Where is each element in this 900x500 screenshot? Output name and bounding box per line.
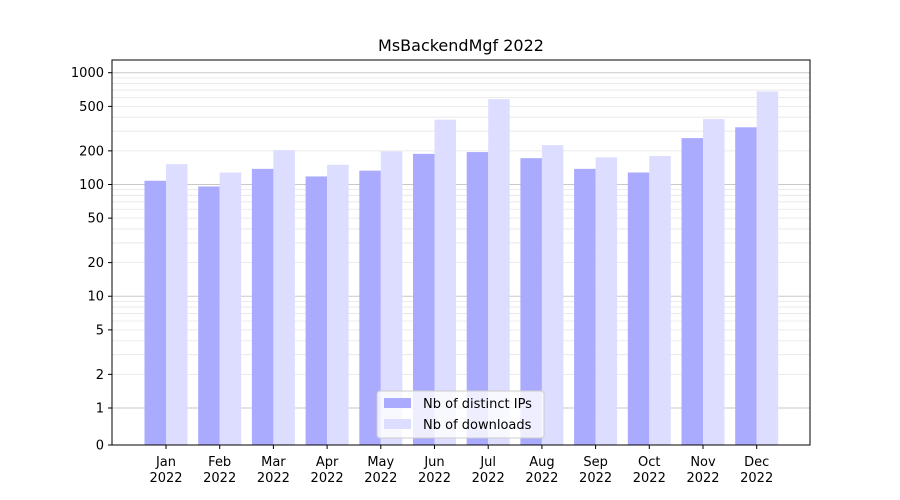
y-tick-label: 1000 [71, 66, 104, 81]
x-tick-label-month: Jun [423, 455, 444, 470]
y-axis: 0 1 2 5 10 20 50 100 200 500 1000 [71, 66, 112, 454]
x-tick-label-year: 2022 [203, 471, 236, 486]
bar-distinct-ips-aug [520, 158, 542, 446]
bar-downloads-may [380, 151, 403, 445]
x-tick-label-month: Feb [208, 455, 231, 470]
bar-downloads-mar [273, 150, 295, 445]
x-tick-label-year: 2022 [740, 471, 773, 486]
x-tick-label-month: Aug [529, 455, 554, 470]
legend-swatch-downloads [384, 419, 411, 429]
x-tick-label-month: May [367, 455, 394, 470]
bar-distinct-ips-mar [251, 168, 274, 446]
x-tick-label-year: 2022 [472, 471, 505, 486]
bar-downloads-nov [703, 119, 725, 445]
bar-downloads-oct [649, 155, 671, 445]
x-tick-label-month: Apr [316, 455, 339, 470]
legend: Nb of distinct IPs Nb of downloads [376, 390, 545, 439]
x-tick-label-year: 2022 [311, 471, 344, 486]
legend-label-downloads: Nb of downloads [423, 418, 532, 433]
y-tick-label: 2 [96, 368, 104, 383]
bar-distinct-ips-oct [627, 172, 650, 445]
x-tick-label-year: 2022 [686, 471, 719, 486]
bar-distinct-ips-feb [198, 186, 220, 446]
bar-downloads-jan [166, 164, 188, 446]
bar-downloads-jun [434, 119, 456, 445]
x-tick-label-year: 2022 [257, 471, 290, 486]
x-tick-label-month: Mar [261, 455, 286, 470]
x-tick-label-year: 2022 [579, 471, 612, 486]
y-tick-label: 10 [87, 290, 104, 305]
bar-distinct-ips-sep [574, 168, 596, 446]
x-tick-label-month: Jan [155, 455, 176, 470]
x-tick-label-month: Dec [744, 455, 769, 470]
x-tick-label-year: 2022 [364, 471, 397, 486]
bar-distinct-ips-may [359, 170, 381, 445]
x-tick-label-year: 2022 [633, 471, 666, 486]
bar-downloads-dec [756, 91, 779, 446]
x-tick-label-year: 2022 [525, 471, 558, 486]
x-tick-label-month: Sep [583, 455, 608, 470]
legend-swatch-distinct-ips [384, 398, 411, 408]
x-tick-label-month: Oct [638, 455, 660, 470]
plot-frame [111, 59, 811, 446]
y-tick-label: 100 [79, 178, 104, 193]
legend-label-distinct-ips: Nb of distinct IPs [423, 397, 532, 412]
y-tick-label: 1 [96, 402, 104, 417]
bar-distinct-ips-jan [144, 180, 166, 445]
bar-downloads-feb [219, 172, 242, 445]
x-tick-label-month: Jul [479, 455, 496, 470]
bar-distinct-ips-apr [305, 176, 328, 445]
bar-distinct-ips-dec [735, 127, 757, 446]
y-tick-label: 50 [87, 212, 104, 227]
bar-downloads-jul [488, 99, 510, 445]
bar-distinct-ips-jul [466, 152, 489, 446]
bar-downloads-apr [327, 164, 349, 445]
x-tick-label-year: 2022 [149, 471, 182, 486]
x-tick-label-year: 2022 [418, 471, 451, 486]
y-tick-label: 0 [96, 439, 104, 454]
x-tick-label-month: Nov [690, 455, 716, 470]
bars [144, 91, 779, 446]
bar-distinct-ips-jun [413, 153, 435, 445]
bar-distinct-ips-nov [681, 138, 703, 445]
legend-box [376, 390, 545, 439]
bar-downloads-aug [541, 145, 564, 445]
y-tick-label: 200 [79, 144, 104, 159]
y-tick-label: 500 [79, 100, 104, 115]
y-tick-label: 20 [87, 256, 104, 271]
x-axis: Jan2022Feb2022Mar2022Apr2022May2022Jun20… [149, 445, 773, 486]
bar-downloads-sep [595, 157, 618, 445]
y-tick-label: 5 [96, 323, 104, 338]
chart-title: MsBackendMgf 2022 [378, 36, 544, 55]
